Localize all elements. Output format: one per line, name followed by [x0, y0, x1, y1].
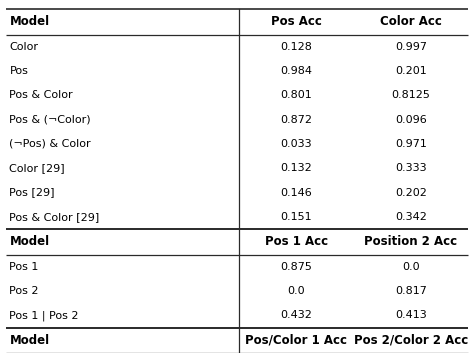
Text: Pos Acc: Pos Acc [271, 15, 322, 28]
Text: 0.413: 0.413 [395, 310, 427, 321]
Text: Pos 1: Pos 1 [9, 262, 39, 272]
Text: 0.033: 0.033 [281, 139, 312, 149]
Text: 0.875: 0.875 [281, 262, 312, 272]
Text: Color Acc: Color Acc [380, 15, 442, 28]
Text: 0.202: 0.202 [395, 187, 427, 198]
Text: 0.872: 0.872 [281, 115, 312, 125]
Text: 0.342: 0.342 [395, 212, 427, 222]
Text: 0.0: 0.0 [402, 262, 420, 272]
Text: 0.146: 0.146 [281, 187, 312, 198]
Text: 0.201: 0.201 [395, 66, 427, 76]
Text: Pos & (¬Color): Pos & (¬Color) [9, 115, 91, 125]
Text: Model: Model [9, 235, 50, 248]
Text: 0.432: 0.432 [281, 310, 312, 321]
Text: Position 2 Acc: Position 2 Acc [365, 235, 457, 248]
Text: 0.801: 0.801 [281, 90, 312, 100]
Text: 0.997: 0.997 [395, 42, 427, 52]
Text: Color [29]: Color [29] [9, 163, 65, 173]
Text: Pos 1 | Pos 2: Pos 1 | Pos 2 [9, 310, 79, 321]
Text: 0.132: 0.132 [281, 163, 312, 173]
Text: Color: Color [9, 42, 38, 52]
Text: 0.0: 0.0 [288, 286, 305, 296]
Text: Model: Model [9, 334, 50, 347]
Text: 0.971: 0.971 [395, 139, 427, 149]
Text: (¬Pos) & Color: (¬Pos) & Color [9, 139, 91, 149]
Text: Pos 1 Acc: Pos 1 Acc [265, 235, 328, 248]
Text: Pos 2: Pos 2 [9, 286, 39, 296]
Text: Pos 2/Color 2 Acc: Pos 2/Color 2 Acc [354, 334, 468, 347]
Text: 0.8125: 0.8125 [392, 90, 430, 100]
Text: 0.151: 0.151 [281, 212, 312, 222]
Text: 0.984: 0.984 [281, 66, 312, 76]
Text: 0.817: 0.817 [395, 286, 427, 296]
Text: Pos & Color [29]: Pos & Color [29] [9, 212, 100, 222]
Text: 0.096: 0.096 [395, 115, 427, 125]
Text: Pos/Color 1 Acc: Pos/Color 1 Acc [246, 334, 347, 347]
Text: Pos & Color: Pos & Color [9, 90, 73, 100]
Text: Model: Model [9, 15, 50, 28]
Text: Pos [29]: Pos [29] [9, 187, 55, 198]
Text: Pos: Pos [9, 66, 28, 76]
Text: 0.333: 0.333 [395, 163, 427, 173]
Text: 0.128: 0.128 [281, 42, 312, 52]
